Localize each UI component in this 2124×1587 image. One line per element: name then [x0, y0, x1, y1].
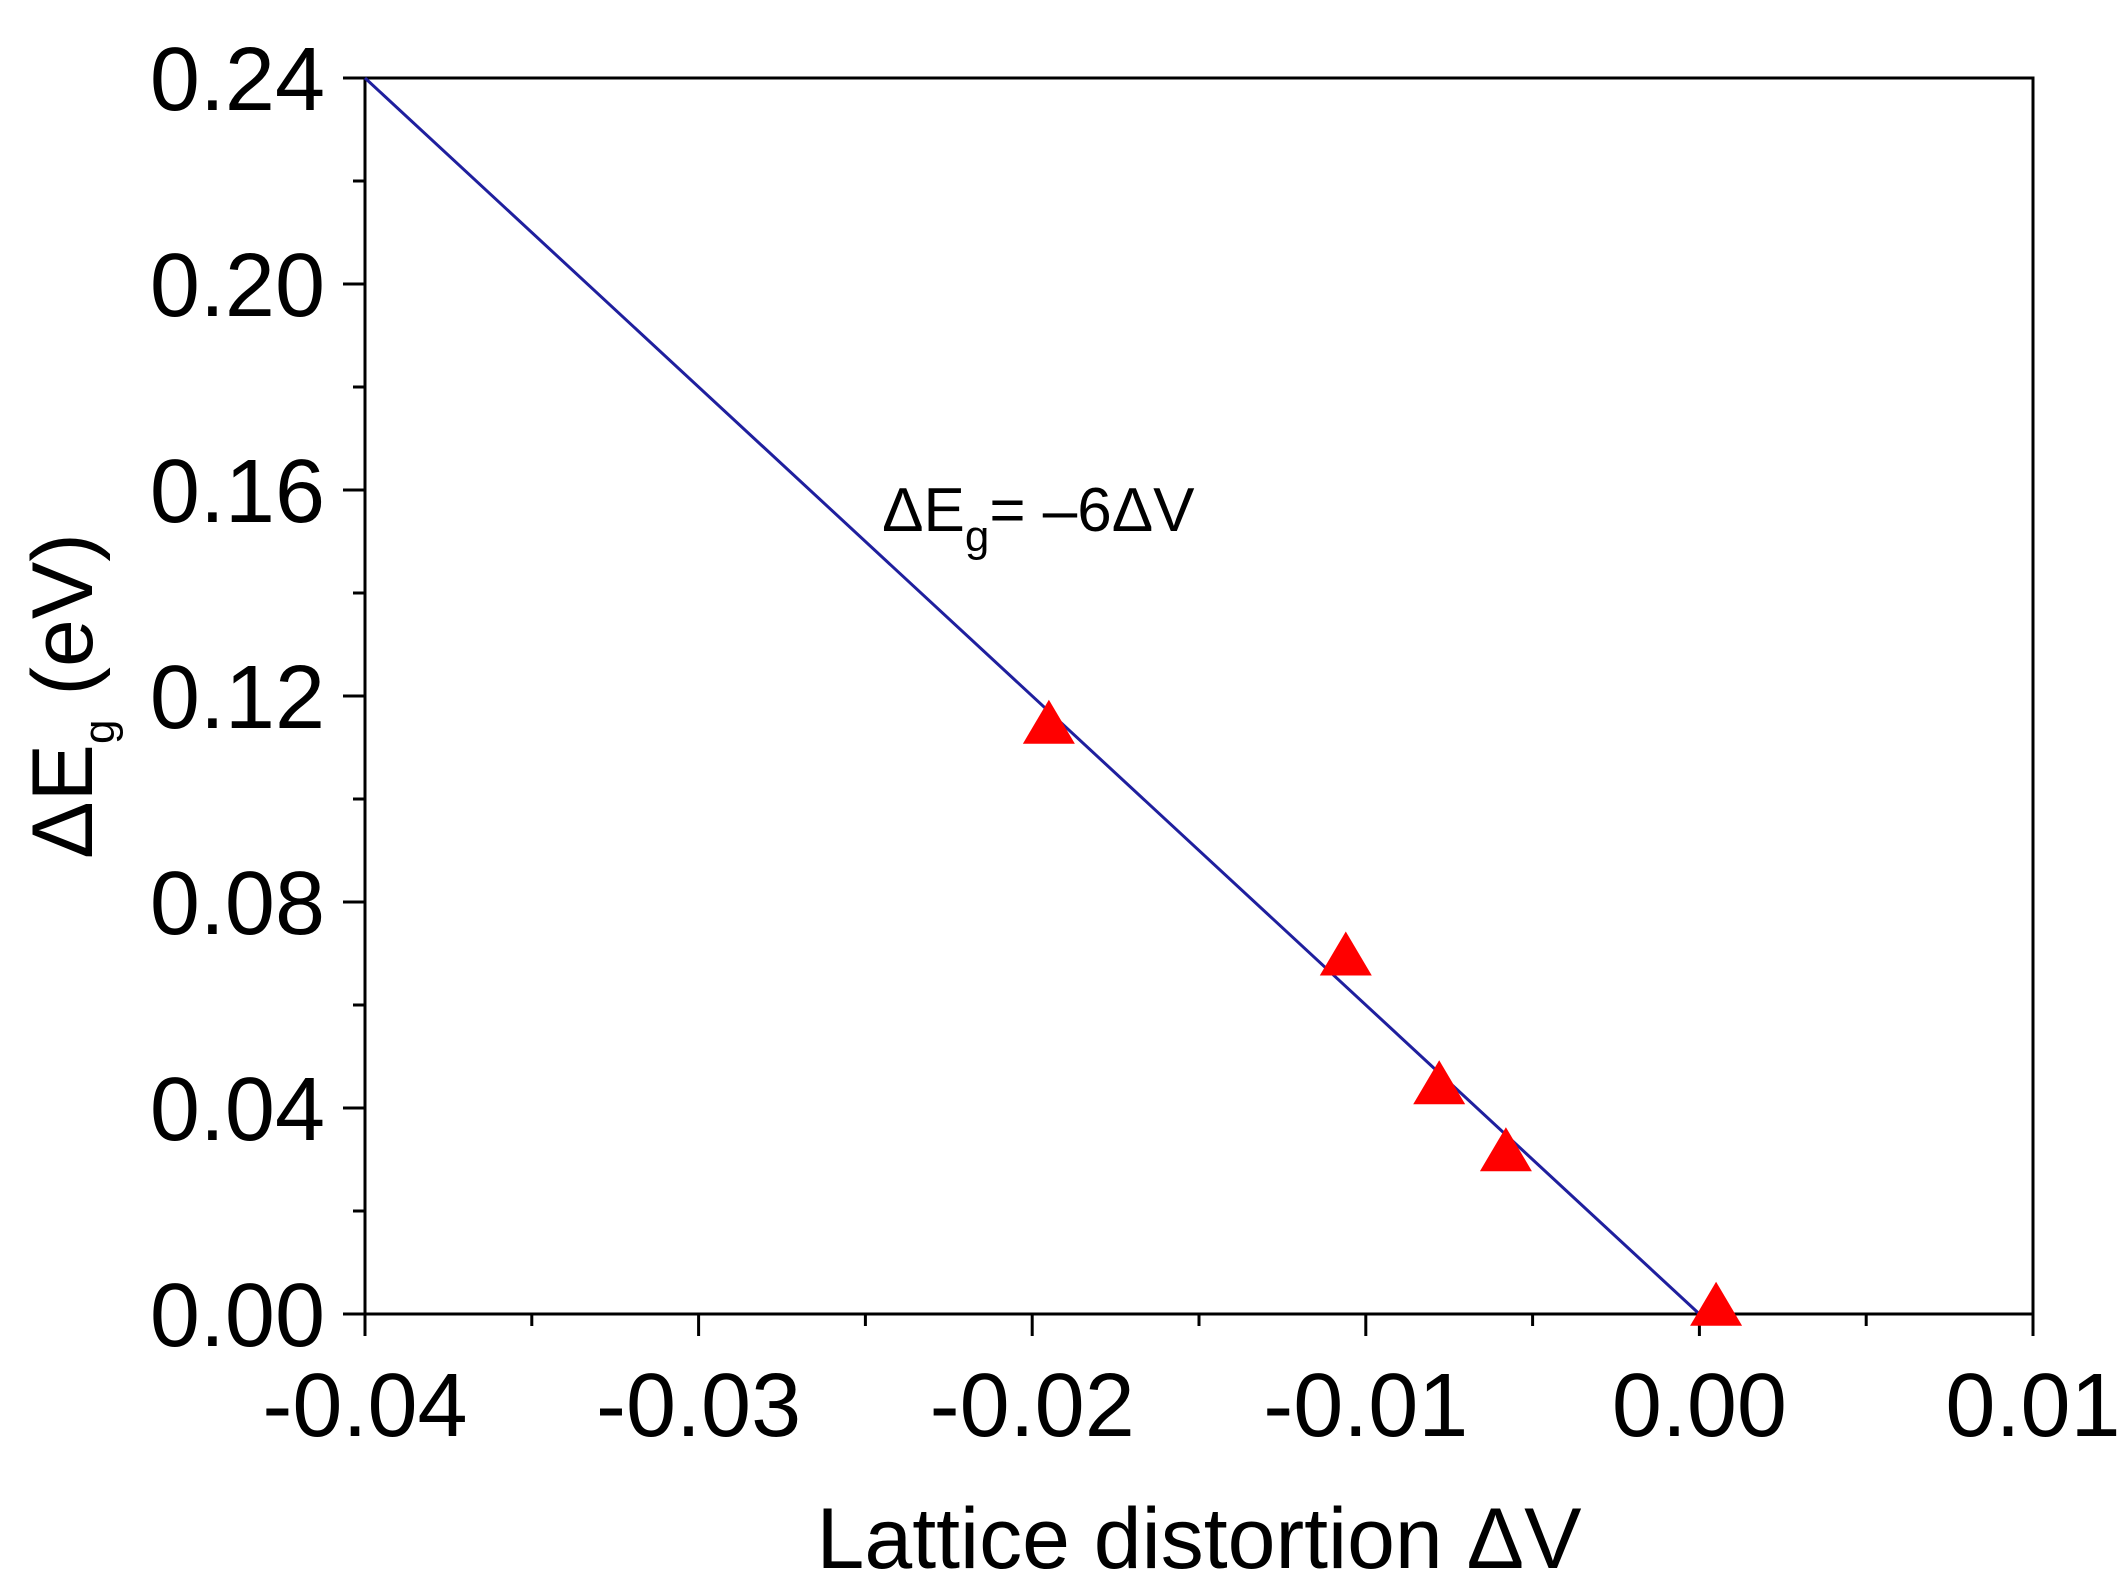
data-point-triangle [1022, 699, 1075, 744]
y-axis-title-unit: (eV) [15, 533, 111, 719]
annotation-equation: = –6ΔV [989, 476, 1195, 545]
y-tick-label: 0.04 [150, 1060, 325, 1160]
x-tick-labels: -0.04 -0.03 -0.02 -0.01 0.00 0.01 [262, 1356, 2120, 1456]
plot-frame [363, 76, 2035, 1316]
x-axis-title: Lattice distortion ΔV [817, 1491, 1582, 1587]
y-axis-title-main: ΔE [15, 744, 111, 859]
x-tick-label: -0.02 [930, 1356, 1135, 1456]
y-axis-title: ΔEg (eV) [15, 533, 124, 859]
axis-ticks [343, 76, 2035, 1336]
y-tick-label: 0.16 [150, 442, 325, 542]
annotation-main: ΔE [882, 476, 965, 545]
data-point-triangle [1319, 931, 1372, 976]
x-tick-label: -0.01 [1263, 1356, 1468, 1456]
annotation-subscript: g [965, 512, 989, 561]
data-point-triangle [1690, 1281, 1743, 1326]
y-tick-label: 0.20 [150, 236, 325, 336]
x-tick-label: 0.01 [1945, 1356, 2120, 1456]
data-point-triangle [1479, 1127, 1532, 1172]
series-layer [363, 76, 1743, 1326]
y-tick-label: 0.24 [150, 30, 325, 130]
fit-equation-annotation: ΔEg= –6ΔV [882, 476, 1195, 561]
y-tick-label: 0.00 [150, 1266, 325, 1366]
fit-line [363, 76, 1701, 1316]
y-axis-title-subscript: g [75, 720, 124, 744]
y-tick-label: 0.08 [150, 854, 325, 954]
y-tick-label: 0.12 [150, 648, 325, 748]
data-point-triangle [1413, 1060, 1466, 1105]
y-tick-labels: 0.00 0.04 0.08 0.12 0.16 0.20 0.24 [150, 30, 325, 1366]
x-tick-label: -0.03 [596, 1356, 801, 1456]
x-tick-label: 0.00 [1612, 1356, 1787, 1456]
x-tick-label: -0.04 [262, 1356, 467, 1456]
